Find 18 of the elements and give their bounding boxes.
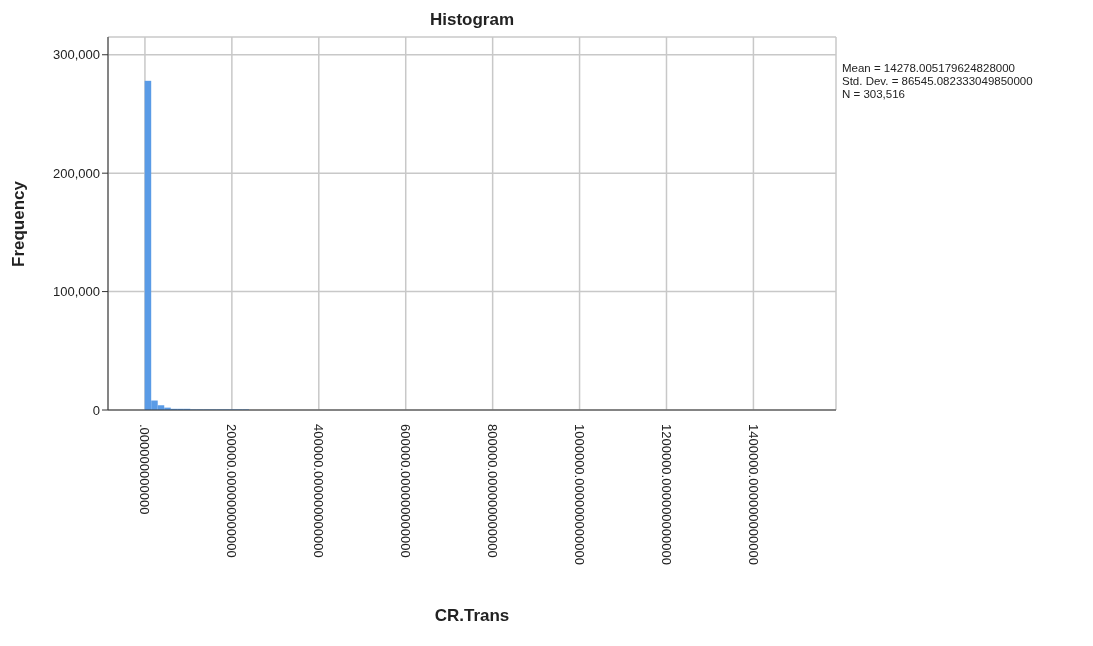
x-tick-label: 200000.000000000000: [224, 424, 240, 558]
text: N = 303,516: [842, 88, 906, 101]
x-tick-label: 400000.000000000000: [311, 424, 327, 558]
y-tick-label: 200,000: [53, 165, 100, 181]
x-tick-label: 600000.000000000000: [398, 424, 414, 558]
x-tick-label: 1400000.000000000000: [745, 424, 761, 565]
y-axis-title: Frequency: [9, 180, 29, 267]
text: Std. Dev. = 86545.082333049850000: [842, 75, 1033, 88]
chart-title: Histogram: [428, 10, 516, 30]
y-tick-label: 100,000: [53, 284, 100, 300]
x-axis-title: CR.Trans: [433, 606, 511, 626]
x-tick-label: 800000.000000000000: [485, 424, 501, 558]
y-tick-label: 300,000: [53, 47, 100, 63]
text: Mean = 14278.005179624828000: [842, 62, 1016, 75]
x-tick-label: 1000000.000000000000: [572, 424, 588, 565]
x-tick-label: 1200000.000000000000: [659, 424, 674, 565]
y-tick-label: 0: [92, 402, 100, 418]
x-tick-label: .000000000000: [137, 424, 153, 515]
